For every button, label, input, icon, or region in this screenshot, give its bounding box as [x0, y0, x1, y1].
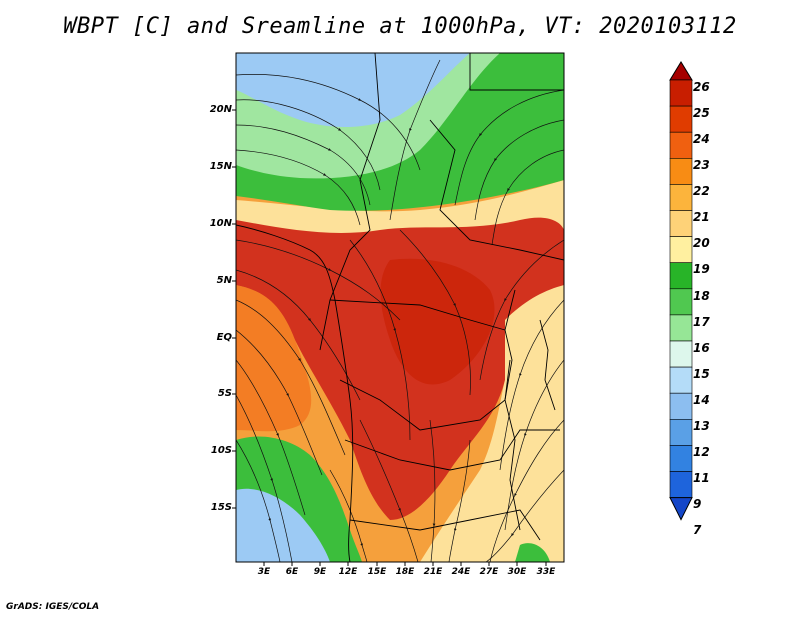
- grads-credit: GrADS: IGES/COLA: [6, 602, 100, 612]
- colorbar-bottom-arrow: [669, 497, 693, 521]
- lat-label-5n: 5N: [216, 275, 232, 286]
- colorbar-label: 11: [693, 471, 710, 485]
- lon-label-6e: 6E: [285, 567, 299, 577]
- streamline: [448, 439, 471, 562]
- colorbar-label: 15: [693, 367, 710, 381]
- lon-label-27e: 27E: [479, 567, 499, 577]
- colorbar-swatch: [669, 131, 693, 159]
- coastline: [236, 224, 354, 562]
- colorbar-label: 14: [693, 393, 710, 407]
- streamline: [359, 419, 419, 562]
- lon-label-12e: 12E: [338, 567, 358, 577]
- lat-label-5s: 5S: [217, 388, 232, 399]
- streamline: [236, 299, 346, 456]
- streamline: [489, 419, 564, 562]
- border-line: [349, 509, 541, 541]
- colorbar-swatch: [669, 210, 693, 237]
- colorbar-label: 21: [693, 210, 710, 224]
- colorbar-swatch: [669, 418, 693, 446]
- colorbar-swatch: [669, 79, 693, 107]
- colorbar-swatch: [669, 314, 693, 342]
- streamline: [429, 419, 436, 562]
- streamline: [399, 229, 471, 396]
- colorbar-swatch: [669, 445, 693, 472]
- colorbar-top-arrow: [669, 61, 693, 81]
- lat-label-20n: 20N: [209, 104, 232, 115]
- streamline: [236, 439, 281, 562]
- colorbar: [669, 61, 693, 521]
- field-sw-blue: [236, 488, 330, 562]
- colorbar-label: 20: [693, 236, 710, 250]
- streamline: [236, 329, 323, 476]
- streamline: [504, 359, 564, 531]
- field-hot-patch: [380, 258, 495, 385]
- colorbar-label: 16: [693, 341, 710, 355]
- lon-label-30e: 30E: [507, 567, 527, 577]
- streamline: [454, 89, 564, 206]
- colorbar-swatch: [669, 288, 693, 316]
- colorbar-label: 12: [693, 445, 710, 459]
- border-line: [429, 119, 564, 261]
- colorbar-label: 18: [693, 289, 710, 303]
- streamline: [389, 59, 441, 221]
- field-se-green: [515, 543, 550, 562]
- colorbar-label: 17: [693, 315, 710, 329]
- streamline: [474, 119, 564, 221]
- streamline: [236, 124, 371, 206]
- streamline: [236, 99, 381, 191]
- border-line: [344, 429, 560, 471]
- colorbar-swatch: [669, 184, 693, 211]
- colorbar-swatch: [669, 471, 693, 498]
- lat-label-10n: 10N: [209, 218, 232, 229]
- lat-label-15n: 15N: [209, 161, 232, 172]
- country-borders: [236, 53, 564, 562]
- streamline: [236, 394, 293, 562]
- colorbar-label: 22: [693, 184, 710, 198]
- colorbar-label: 23: [693, 158, 710, 172]
- border-line: [329, 289, 516, 331]
- colorbar-label: 25: [693, 106, 710, 120]
- lon-label-15e: 15E: [367, 567, 387, 577]
- colorbar-label: 7: [693, 523, 702, 537]
- streamline: [236, 149, 361, 226]
- streamline: [485, 469, 564, 562]
- colorbar-swatch: [669, 158, 693, 185]
- colorbar-label: 13: [693, 419, 710, 433]
- map-frame: [235, 52, 565, 563]
- streamline: [236, 359, 306, 516]
- colorbar-label: 24: [693, 132, 710, 146]
- colorbar-swatch: [669, 105, 693, 133]
- colorbar-label: 19: [693, 262, 710, 276]
- border-line: [504, 329, 521, 531]
- colorbar-swatch: [669, 392, 693, 420]
- lat-label-15s: 15S: [210, 502, 232, 513]
- border-line: [539, 319, 556, 411]
- lon-label-24e: 24E: [451, 567, 471, 577]
- map-area: [236, 53, 564, 562]
- colorbar-swatch: [669, 366, 693, 394]
- streamline: [329, 469, 368, 562]
- streamline: [499, 299, 564, 471]
- lon-label-3e: 3E: [257, 567, 271, 577]
- lon-label-21e: 21E: [423, 567, 443, 577]
- lon-label-9e: 9E: [313, 567, 327, 577]
- lat-label-10s: 10S: [210, 445, 232, 456]
- lat-label-eq: EQ: [216, 332, 232, 343]
- colorbar-label: 26: [693, 80, 710, 94]
- axis-ticks: [232, 109, 547, 566]
- lon-label-18e: 18E: [395, 567, 415, 577]
- colorbar-swatch: [669, 236, 693, 264]
- chart-title: WBPT [C] and Sreamline at 1000hPa, VT: 2…: [63, 14, 737, 39]
- field-sw-orange: [236, 285, 312, 432]
- border-line: [469, 53, 564, 91]
- lon-label-33e: 33E: [536, 567, 556, 577]
- colorbar-swatch: [669, 262, 693, 290]
- colorbar-label: 9: [693, 497, 702, 511]
- streamline: [479, 239, 564, 381]
- streamline: [349, 239, 411, 441]
- colorbar-swatch: [669, 340, 693, 368]
- streamline: [491, 149, 564, 246]
